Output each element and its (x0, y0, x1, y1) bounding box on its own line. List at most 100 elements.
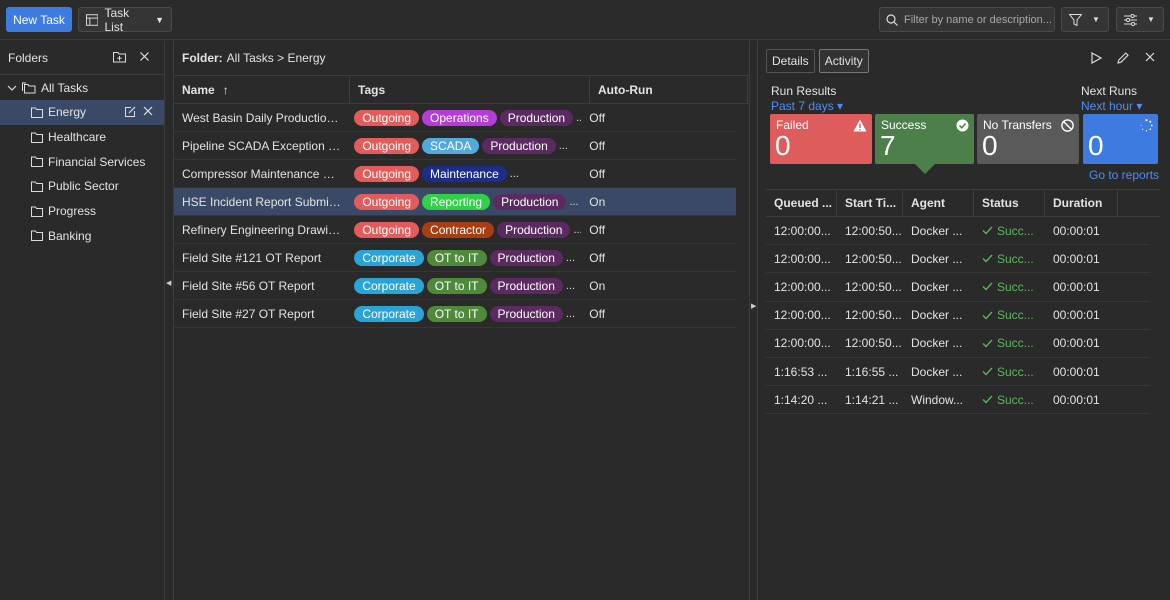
next-runs-card[interactable]: 0 (1083, 114, 1158, 164)
column-header-tags[interactable]: Tags (350, 76, 590, 103)
column-header-start-time[interactable]: Start Ti... (837, 190, 903, 216)
collapse-right-icon[interactable]: ▶ (751, 303, 757, 310)
more-tags-indicator: ... (565, 307, 576, 320)
next-runs-range-dropdown[interactable]: Next hour ▾ (1081, 99, 1143, 113)
loading-spinner-icon (1140, 119, 1153, 132)
folder-item-progress[interactable]: Progress (0, 199, 164, 224)
autorun-value: Off (589, 138, 606, 153)
view-settings-button[interactable]: ▼ (1116, 7, 1164, 32)
details-panel: Details Activity Run Results Next Runs P… (758, 41, 1170, 600)
tab-details[interactable]: Details (766, 49, 815, 73)
chevron-down-icon[interactable] (7, 84, 17, 92)
activity-duration-cell: 00:00:01 (1045, 330, 1118, 357)
tag-badge: Corporate (354, 305, 424, 322)
folder-icon (31, 107, 43, 118)
collapse-left-icon[interactable]: ◀ (166, 280, 172, 287)
close-icon[interactable] (139, 51, 150, 62)
table-row[interactable]: West Basin Daily Production ... Outgoing O… (174, 104, 736, 132)
checkmark-icon (982, 367, 993, 376)
activity-status: Succ... (997, 392, 1034, 407)
table-row[interactable]: Field Site #121 OT Report Corporate OT to … (174, 244, 736, 272)
activity-duration-cell: 00:00:01 (1045, 386, 1118, 413)
filter-box[interactable] (879, 7, 1055, 32)
run-results-label: Run Results (771, 84, 837, 98)
table-row[interactable]: 12:00:00... 12:00:50... Docker ... Succ... 0… (766, 245, 1150, 274)
activity-agent: Docker ... (911, 364, 963, 379)
folder-all-tasks[interactable]: All Tasks (0, 76, 164, 100)
folder-item-financial-services[interactable]: Financial Services (0, 149, 164, 174)
column-header-duration[interactable]: Duration (1045, 190, 1118, 216)
activity-start-cell: 1:16:55 ... (837, 358, 903, 385)
table-row[interactable]: 1:14:20 ... 1:14:21 ... Window... Succ... 00… (766, 386, 1150, 415)
column-header-autorun[interactable]: Auto-Run (590, 76, 748, 103)
column-header-agent[interactable]: Agent (903, 190, 974, 216)
table-row[interactable]: Field Site #27 OT Report Corporate OT to I… (174, 300, 736, 328)
tag-badge: Production (497, 221, 571, 238)
new-folder-icon[interactable] (113, 51, 126, 63)
activity-duration: 00:00:01 (1053, 364, 1100, 379)
folder-item-healthcare[interactable]: Healthcare (0, 125, 164, 150)
activity-table-body: 12:00:00... 12:00:50... Docker ... Succ... 0… (766, 217, 1150, 415)
play-icon[interactable] (1091, 52, 1102, 64)
activity-agent-cell: Docker ... (903, 302, 974, 329)
table-row[interactable]: Refinery Engineering Drawing... Outgoing C… (174, 216, 736, 244)
task-name: Refinery Engineering Drawing... (182, 222, 342, 237)
new-task-button[interactable]: New Task (6, 7, 72, 32)
filter-input[interactable] (904, 13, 1052, 26)
activity-start-cell: 12:00:50... (837, 302, 903, 329)
folder-icon (31, 132, 43, 143)
table-row[interactable]: HSE Incident Report Submiss... Outgoing Re… (174, 188, 736, 216)
success-card[interactable]: Success 7 (875, 114, 974, 174)
table-row[interactable]: 12:00:00... 12:00:50... Docker ... Succ... 0… (766, 273, 1150, 302)
filter-button[interactable]: ▼ (1061, 7, 1109, 32)
close-icon[interactable] (1145, 52, 1155, 62)
activity-start-cell: 12:00:50... (837, 217, 903, 244)
table-row[interactable]: Pipeline SCADA Exception Ex... Outgoing SC… (174, 132, 736, 160)
activity-queued-cell: 12:00:00... (766, 245, 837, 272)
table-row[interactable]: 12:00:00... 12:00:50... Docker ... Succ... 0… (766, 217, 1150, 246)
go-to-reports-link[interactable]: Go to reports (1089, 168, 1160, 182)
task-autorun-cell: On (581, 188, 736, 215)
right-splitter[interactable]: ▶ (749, 41, 758, 600)
column-header-name[interactable]: Name ↑ (174, 76, 350, 103)
no-transfers-card[interactable]: No Transfers 0 (977, 114, 1079, 164)
failed-card[interactable]: Failed 0 (770, 114, 872, 164)
autorun-value: Off (589, 110, 606, 125)
folder-item-banking[interactable]: Banking (0, 223, 164, 248)
activity-status-cell: Succ... (974, 330, 1045, 357)
pencil-icon[interactable] (1117, 52, 1129, 64)
folder-label: Banking (48, 228, 92, 243)
activity-agent: Window... (911, 392, 964, 407)
column-header-status[interactable]: Status (974, 190, 1045, 216)
task-list-dropdown[interactable]: Task List ▼ (78, 6, 172, 34)
column-header-queued[interactable]: Queued ... (766, 190, 837, 216)
activity-queued: 1:14:20 ... (774, 392, 828, 407)
left-splitter[interactable]: ◀ (165, 41, 174, 600)
table-row[interactable]: 12:00:00... 12:00:50... Docker ... Succ... 0… (766, 302, 1150, 330)
column-label: Start Ti... (845, 196, 897, 210)
folder-item-public-sector[interactable]: Public Sector (0, 174, 164, 199)
breadcrumb: Folder: All Tasks > Energy (174, 41, 749, 76)
activity-duration-cell: 00:00:01 (1045, 217, 1118, 244)
sort-ascending-icon: ↑ (222, 82, 229, 97)
task-name-cell: HSE Incident Report Submiss... (174, 188, 346, 215)
folder-label: Public Sector (48, 179, 119, 194)
task-autorun-cell: Off (581, 300, 736, 327)
activity-queued-cell: 1:14:20 ... (766, 386, 837, 413)
tab-activity[interactable]: Activity (818, 49, 869, 73)
run-results-range-dropdown[interactable]: Past 7 days ▾ (771, 99, 844, 113)
table-row[interactable]: Compressor Maintenance Pa... Outgoing Main… (174, 160, 736, 188)
table-row[interactable]: 1:16:53 ... 1:16:55 ... Docker ... Succ... 0… (766, 358, 1150, 387)
task-tags-cell: Corporate OT to IT Production... (346, 244, 581, 271)
table-row[interactable]: Field Site #56 OT Report Corporate OT to I… (174, 272, 736, 300)
tag-badge: Maintenance (422, 165, 507, 182)
activity-queued: 12:00:00... (774, 336, 831, 351)
folder-label: Healthcare (48, 130, 107, 145)
activity-duration-cell: 00:00:01 (1045, 245, 1118, 272)
folder-item-energy[interactable]: Energy (0, 100, 164, 125)
edit-icon[interactable] (124, 106, 136, 118)
close-icon[interactable] (143, 106, 153, 116)
table-row[interactable]: 12:00:00... 12:00:50... Docker ... Succ... 0… (766, 330, 1150, 358)
